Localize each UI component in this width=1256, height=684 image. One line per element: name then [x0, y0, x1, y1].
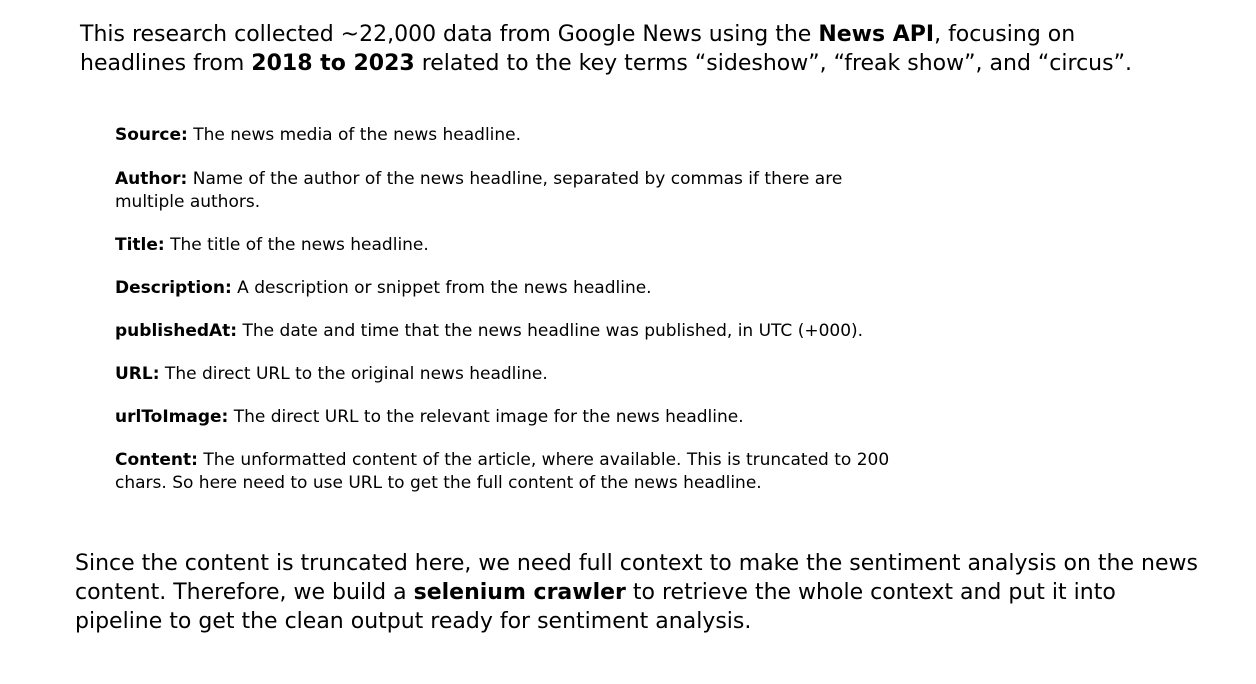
field-item-content: Content: The unformatted content of the … — [115, 449, 895, 495]
intro-text-3: related to the key terms “sideshow”, “fr… — [414, 51, 1132, 76]
intro-text-1: This research collected ~22,000 data fro… — [80, 22, 819, 47]
outro-text-2: to retrieve the whole context and put it… — [75, 580, 1116, 634]
field-description: The direct URL to the relevant image for… — [228, 407, 744, 427]
field-item-published-at: publishedAt: The date and time that the … — [115, 320, 895, 343]
field-name: publishedAt: — [115, 321, 238, 341]
field-item-author: Author: Name of the author of the news h… — [115, 168, 895, 214]
field-name: urlToImage: — [115, 407, 229, 427]
field-item-url: URL: The direct URL to the original news… — [115, 363, 895, 386]
field-item-source: Source: The news media of the news headl… — [115, 124, 895, 147]
field-name: Description: — [115, 278, 232, 298]
outro-paragraph: Since the content is truncated here, we … — [75, 549, 1205, 636]
field-description: The unformatted content of the article, … — [115, 450, 890, 493]
intro-text-2: , focusing on headlines from — [80, 22, 1076, 76]
field-name: Title: — [115, 235, 165, 255]
field-item-url-to-image: urlToImage: The direct URL to the releva… — [115, 406, 895, 429]
field-description: The title of the news headline. — [164, 235, 429, 255]
field-description: The date and time that the news headline… — [237, 321, 864, 341]
field-name: Source: — [115, 125, 188, 145]
field-description: Name of the author of the news headline,… — [115, 169, 843, 212]
intro-bold-news-api: News API — [818, 22, 935, 47]
outro-bold-selenium-crawler: selenium crawler — [413, 580, 626, 605]
intro-bold-year-range: 2018 to 2023 — [251, 51, 415, 76]
field-description: The news media of the news headline. — [187, 125, 522, 145]
field-name: Author: — [115, 169, 188, 189]
field-definition-list: Source: The news media of the news headl… — [115, 124, 895, 495]
field-name: URL: — [115, 364, 160, 384]
intro-paragraph: This research collected ~22,000 data fro… — [80, 20, 1180, 78]
field-description: The direct URL to the original news head… — [159, 364, 548, 384]
field-item-title: Title: The title of the news headline. — [115, 234, 895, 257]
outro-text-1: Since the content is truncated here, we … — [75, 551, 1198, 605]
field-name: Content: — [115, 450, 198, 470]
field-description: A description or snippet from the news h… — [231, 278, 652, 298]
field-item-description: Description: A description or snippet fr… — [115, 277, 895, 300]
